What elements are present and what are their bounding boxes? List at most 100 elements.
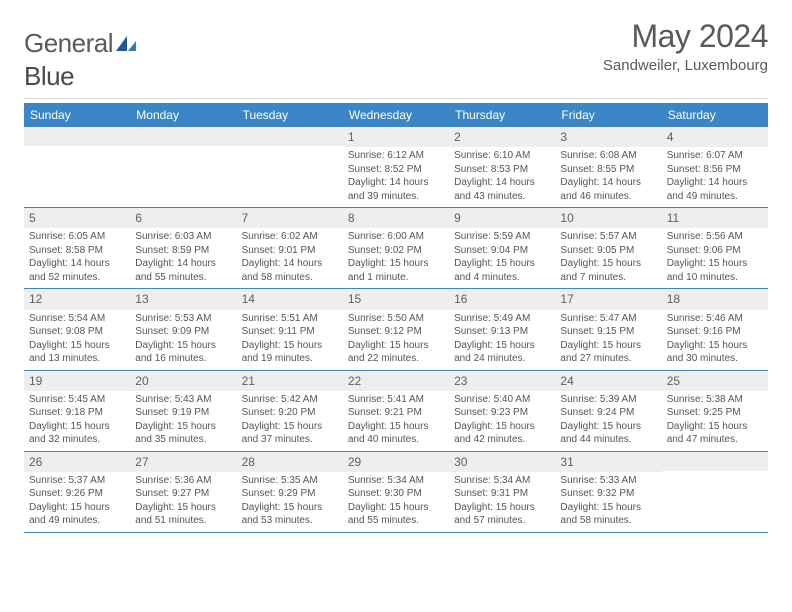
day-cell: 22Sunrise: 5:41 AMSunset: 9:21 PMDayligh… — [343, 371, 449, 451]
day-number: 30 — [449, 452, 555, 472]
day-number: 31 — [555, 452, 661, 472]
day-body: Sunrise: 5:39 AMSunset: 9:24 PMDaylight:… — [555, 393, 661, 451]
day-number: 4 — [662, 127, 768, 147]
daylight-line: Daylight: 14 hours and 52 minutes. — [29, 257, 125, 284]
day-cell: 4Sunrise: 6:07 AMSunset: 8:56 PMDaylight… — [662, 127, 768, 207]
sunrise-line: Sunrise: 6:07 AM — [667, 149, 763, 163]
day-number: 22 — [343, 371, 449, 391]
day-cell: 28Sunrise: 5:35 AMSunset: 9:29 PMDayligh… — [237, 452, 343, 532]
day-cell: 15Sunrise: 5:50 AMSunset: 9:12 PMDayligh… — [343, 289, 449, 369]
day-number: 14 — [237, 289, 343, 309]
sunrise-line: Sunrise: 5:54 AM — [29, 312, 125, 326]
sunrise-line: Sunrise: 5:34 AM — [454, 474, 550, 488]
day-body: Sunrise: 5:47 AMSunset: 9:15 PMDaylight:… — [555, 312, 661, 370]
sunrise-line: Sunrise: 5:50 AM — [348, 312, 444, 326]
daylight-line: Daylight: 15 hours and 44 minutes. — [560, 420, 656, 447]
sunset-line: Sunset: 9:31 PM — [454, 487, 550, 501]
sunset-line: Sunset: 9:05 PM — [560, 244, 656, 258]
day-cell: 2Sunrise: 6:10 AMSunset: 8:53 PMDaylight… — [449, 127, 555, 207]
logo: GeneralBlue — [24, 18, 138, 92]
sunset-line: Sunset: 9:21 PM — [348, 406, 444, 420]
day-cell: 24Sunrise: 5:39 AMSunset: 9:24 PMDayligh… — [555, 371, 661, 451]
dow-cell: Saturday — [662, 103, 768, 127]
day-body: Sunrise: 5:42 AMSunset: 9:20 PMDaylight:… — [237, 393, 343, 451]
sunrise-line: Sunrise: 5:34 AM — [348, 474, 444, 488]
sunset-line: Sunset: 9:30 PM — [348, 487, 444, 501]
day-number: 27 — [130, 452, 236, 472]
empty-day — [24, 127, 130, 146]
daylight-line: Daylight: 15 hours and 10 minutes. — [667, 257, 763, 284]
day-body: Sunrise: 6:05 AMSunset: 8:58 PMDaylight:… — [24, 230, 130, 288]
day-cell: 12Sunrise: 5:54 AMSunset: 9:08 PMDayligh… — [24, 289, 130, 369]
day-number: 10 — [555, 208, 661, 228]
daylight-line: Daylight: 14 hours and 55 minutes. — [135, 257, 231, 284]
sunset-line: Sunset: 8:52 PM — [348, 163, 444, 177]
day-cell: 5Sunrise: 6:05 AMSunset: 8:58 PMDaylight… — [24, 208, 130, 288]
day-cell: 16Sunrise: 5:49 AMSunset: 9:13 PMDayligh… — [449, 289, 555, 369]
daylight-line: Daylight: 15 hours and 58 minutes. — [560, 501, 656, 528]
weeks-container: 1 Sunrise: 6:12 AMSunset: 8:52 PM Daylight… — [24, 127, 768, 533]
day-body: Sunrise: 5:38 AMSunset: 9:25 PMDaylight:… — [662, 393, 768, 451]
daylight-line: Daylight: 15 hours and 49 minutes. — [29, 501, 125, 528]
day-cell: 13Sunrise: 5:53 AMSunset: 9:09 PMDayligh… — [130, 289, 236, 369]
location: Sandweiler, Luxembourg — [603, 57, 768, 74]
day-body: Sunrise: 5:46 AMSunset: 9:16 PMDaylight:… — [662, 312, 768, 370]
day-cell: 19Sunrise: 5:45 AMSunset: 9:18 PMDayligh… — [24, 371, 130, 451]
sunset-line: Sunset: 9:20 PM — [242, 406, 338, 420]
logo-word-2: Blue — [24, 61, 74, 91]
daylight-line: Daylight: 15 hours and 27 minutes. — [560, 339, 656, 366]
day-body: Sunrise: 5:36 AMSunset: 9:27 PMDaylight:… — [130, 474, 236, 532]
daylight-line: Daylight: 15 hours and 53 minutes. — [242, 501, 338, 528]
sunrise-line: Sunrise: 6:00 AM — [348, 230, 444, 244]
day-number: 1 — [343, 127, 449, 147]
day-body: Sunrise: 5:57 AMSunset: 9:05 PMDaylight:… — [555, 230, 661, 288]
sunrise-line: Sunrise: 6:12 AM — [348, 149, 444, 163]
daylight-line: Daylight: 15 hours and 55 minutes. — [348, 501, 444, 528]
sunrise-line: Sunrise: 5:57 AM — [560, 230, 656, 244]
sunset-line: Sunset: 8:58 PM — [29, 244, 125, 258]
sunset-line: Sunset: 9:29 PM — [242, 487, 338, 501]
day-cell: 23Sunrise: 5:40 AMSunset: 9:23 PMDayligh… — [449, 371, 555, 451]
day-number: 9 — [449, 208, 555, 228]
day-number: 15 — [343, 289, 449, 309]
day-body: Sunrise: 5:35 AMSunset: 9:29 PMDaylight:… — [237, 474, 343, 532]
sunrise-line: Sunrise: 6:03 AM — [135, 230, 231, 244]
sunrise-line: Sunrise: 5:38 AM — [667, 393, 763, 407]
day-body: Sunrise: 5:34 AMSunset: 9:30 PMDaylight:… — [343, 474, 449, 532]
daylight-line: Daylight: 14 hours and 58 minutes. — [242, 257, 338, 284]
calendar: SundayMondayTuesdayWednesdayThursdayFrid… — [24, 103, 768, 533]
daylight-line: Daylight: 15 hours and 40 minutes. — [348, 420, 444, 447]
day-body: Sunrise: 5:43 AMSunset: 9:19 PMDaylight:… — [130, 393, 236, 451]
dow-cell: Sunday — [24, 103, 130, 127]
sunset-line: Sunset: 9:08 PM — [29, 325, 125, 339]
day-cell: 10Sunrise: 5:57 AMSunset: 9:05 PMDayligh… — [555, 208, 661, 288]
sunrise-line: Sunrise: 5:37 AM — [29, 474, 125, 488]
sunset-line: Sunset: 9:19 PM — [135, 406, 231, 420]
sunset-line: Sunset: 9:23 PM — [454, 406, 550, 420]
daylight-line: Daylight: 15 hours and 22 minutes. — [348, 339, 444, 366]
sunset-line: Sunset: 9:02 PM — [348, 244, 444, 258]
daylight-line: Daylight: 14 hours and 43 minutes. — [454, 176, 550, 203]
month-title: May 2024 — [603, 18, 768, 55]
daylight-line: Daylight: 15 hours and 16 minutes. — [135, 339, 231, 366]
daylight-line: Daylight: 15 hours and 57 minutes. — [454, 501, 550, 528]
daylight-line: Daylight: 15 hours and 19 minutes. — [242, 339, 338, 366]
empty-day — [130, 127, 236, 146]
sunset-line: Sunset: 9:32 PM — [560, 487, 656, 501]
dow-cell: Wednesday — [343, 103, 449, 127]
daylight-line: Daylight: 15 hours and 30 minutes. — [667, 339, 763, 366]
day-body: Sunrise: 5:51 AMSunset: 9:11 PMDaylight:… — [237, 312, 343, 370]
sunrise-line: Sunrise: 6:10 AM — [454, 149, 550, 163]
sunset-line: Sunset: 9:01 PM — [242, 244, 338, 258]
sunrise-line: Sunrise: 5:35 AM — [242, 474, 338, 488]
day-number: 23 — [449, 371, 555, 391]
sunset-line: Sunset: 9:11 PM — [242, 325, 338, 339]
week-row: 19Sunrise: 5:45 AMSunset: 9:18 PMDayligh… — [24, 371, 768, 452]
day-cell: 11Sunrise: 5:56 AMSunset: 9:06 PMDayligh… — [662, 208, 768, 288]
sunset-line: Sunset: 9:16 PM — [667, 325, 763, 339]
day-cell: 27Sunrise: 5:36 AMSunset: 9:27 PMDayligh… — [130, 452, 236, 532]
sunset-line: Sunset: 9:04 PM — [454, 244, 550, 258]
sunset-line: Sunset: 9:24 PM — [560, 406, 656, 420]
logo-sail-icon — [116, 30, 138, 61]
sunrise-line: Sunrise: 5:39 AM — [560, 393, 656, 407]
